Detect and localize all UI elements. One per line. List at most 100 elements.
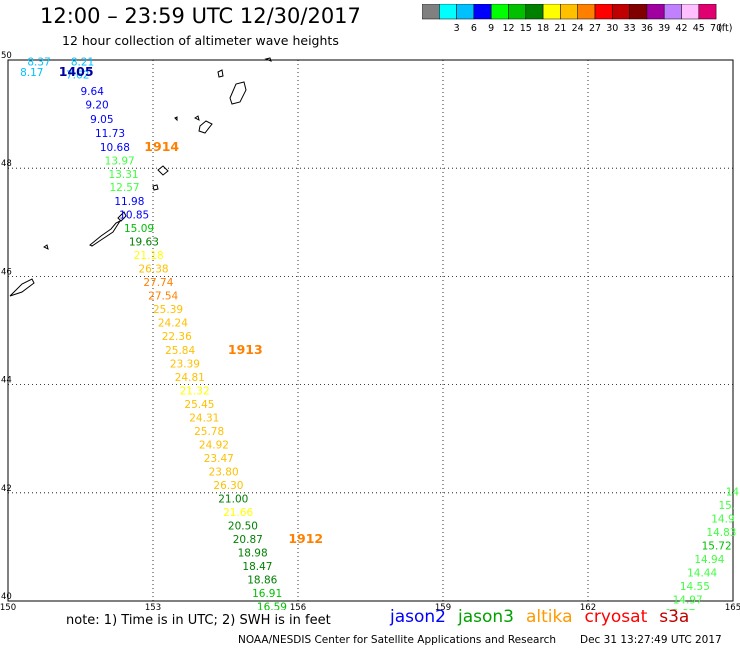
legend-label: 36 xyxy=(641,23,653,34)
wave-height-value: 18.98 xyxy=(238,548,268,560)
legend-label: 70 xyxy=(710,23,722,34)
satellite-legend: jason2 jason3 altika cryosat s3a xyxy=(390,607,701,627)
wave-height-value: 25.84 xyxy=(165,345,195,357)
credit-line: NOAA/NESDIS Center for Satellite Applica… xyxy=(238,634,556,646)
legend-label: 12 xyxy=(502,23,514,34)
legend-label: 42 xyxy=(675,23,687,34)
lat-tick-label: 44 xyxy=(1,376,12,386)
wave-height-value: 24.81 xyxy=(175,372,205,384)
pass-time-label: 1914 xyxy=(144,139,179,154)
wave-height-value: 20.50 xyxy=(228,521,258,533)
timestamp: Dec 31 13:27:49 UTC 2017 xyxy=(580,634,722,646)
wave-height-value: 14.9 xyxy=(711,514,734,526)
lat-tick-label: 50 xyxy=(1,51,12,61)
wave-height-value: 9.05 xyxy=(90,114,113,126)
satellite-name: jason3 xyxy=(458,607,514,627)
wave-height-value: 23.47 xyxy=(204,453,234,465)
wave-height-value: 7.62 xyxy=(66,69,89,81)
legend-label: 33 xyxy=(624,23,636,34)
pass-time-label: 1912 xyxy=(288,531,323,546)
wave-height-value: 20.87 xyxy=(233,534,263,546)
wave-height-value: 27.74 xyxy=(143,277,173,289)
island xyxy=(229,81,247,105)
island xyxy=(117,211,127,222)
wave-height-value: 23.80 xyxy=(209,466,239,478)
wave-height-value: 24.92 xyxy=(199,439,229,451)
coastline xyxy=(9,57,272,297)
wave-height-value: 21.32 xyxy=(180,385,210,397)
pass-time-label: 1405 xyxy=(59,64,94,79)
lon-tick-label: 156 xyxy=(290,603,306,610)
legend-label: 21 xyxy=(554,23,566,34)
wave-height-value: 21.66 xyxy=(223,507,253,519)
lon-tick-label: 153 xyxy=(145,603,161,610)
satellite-name: cryosat xyxy=(584,607,648,627)
wave-height-value: 13.97 xyxy=(105,155,135,167)
wave-height-value: 10.85 xyxy=(119,210,149,222)
wave-height-value: 15. xyxy=(719,500,736,512)
wave-height-value: 16.91 xyxy=(252,588,282,600)
wave-height-value: 15.09 xyxy=(124,223,154,235)
island xyxy=(43,244,49,250)
wave-height-value: 26.38 xyxy=(139,264,169,276)
legend-label: 9 xyxy=(488,23,494,34)
lat-tick-label: 46 xyxy=(1,267,12,277)
wave-height-value: 23.39 xyxy=(170,358,200,370)
wave-height-value: 21.00 xyxy=(218,494,248,506)
island xyxy=(174,116,178,122)
wave-height-value: 8.37 xyxy=(27,56,50,68)
lat-tick-label: 42 xyxy=(1,484,12,494)
wave-height-value: 16.59 xyxy=(257,602,287,610)
legend-label: 15 xyxy=(520,23,532,34)
lon-tick-label: 162 xyxy=(580,603,596,610)
wave-height-value: 11.73 xyxy=(95,128,125,140)
wave-height-value: 24.31 xyxy=(189,412,219,424)
island xyxy=(264,57,272,62)
lat-tick-label: 48 xyxy=(1,159,12,169)
legend-unit: (ft) xyxy=(718,23,732,34)
legend-label: 30 xyxy=(606,23,618,34)
legend-label: 24 xyxy=(572,23,584,34)
wave-height-value: 8.21 xyxy=(71,56,94,68)
wave-height-value: 13.31 xyxy=(109,169,139,181)
legend-label: 39 xyxy=(658,23,670,34)
wave-height-map: 150 153 156 159 162 165 50 48 46 44 42 40 8.37 8.21 8.… xyxy=(0,51,740,610)
island xyxy=(194,115,200,121)
legend-swatch xyxy=(698,4,717,20)
wave-height-value: 14.83 xyxy=(706,527,736,539)
wave-height-value: 27.54 xyxy=(148,291,178,303)
lon-tick-label: 165 xyxy=(725,603,740,610)
wave-height-value: 25.78 xyxy=(194,426,224,438)
island xyxy=(152,184,159,191)
wave-height-value: 22.36 xyxy=(162,331,192,343)
satellite-name: jason2 xyxy=(390,607,446,627)
map-title: 12:00 – 23:59 UTC 12/30/2017 xyxy=(40,4,361,28)
legend-label: 27 xyxy=(589,23,601,34)
wave-height-value: 19.63 xyxy=(129,237,159,249)
wave-height-value: 18.47 xyxy=(242,561,272,573)
wave-height-value: 14.94 xyxy=(694,554,724,566)
wave-height-value: 12.57 xyxy=(110,182,140,194)
wave-height-value: 13.87 xyxy=(665,608,695,610)
satellite-name: s3a xyxy=(659,607,690,627)
lat-tick-label: 40 xyxy=(1,592,12,602)
wave-height-value: 10.68 xyxy=(100,142,130,154)
island xyxy=(89,219,122,247)
wave-height-value: 11.98 xyxy=(114,196,144,208)
wave-height-value: 24.24 xyxy=(158,318,188,330)
wave-height-value: 9.20 xyxy=(85,100,108,112)
lon-tick-label: 150 xyxy=(0,603,16,610)
wave-height-value: 25.45 xyxy=(184,399,214,411)
legend-label: 45 xyxy=(693,23,705,34)
wave-height-value: 9.64 xyxy=(81,86,105,98)
island xyxy=(9,278,35,297)
wave-height-value: 18.86 xyxy=(247,575,277,587)
wave-height-value: 26.30 xyxy=(213,480,243,492)
map-frame xyxy=(7,59,734,602)
legend-label: 18 xyxy=(537,23,549,34)
wave-height-value: 14.44 xyxy=(687,568,717,580)
wave-height-value: 21.18 xyxy=(134,250,164,262)
map-subtitle: 12 hour collection of altimeter wave hei… xyxy=(62,33,339,48)
color-legend: 3 6 9 12 15 18 21 24 27 30 33 36 39 42 45 70(ft) xyxy=(422,4,732,34)
pass-time-label: 1913 xyxy=(228,342,263,357)
